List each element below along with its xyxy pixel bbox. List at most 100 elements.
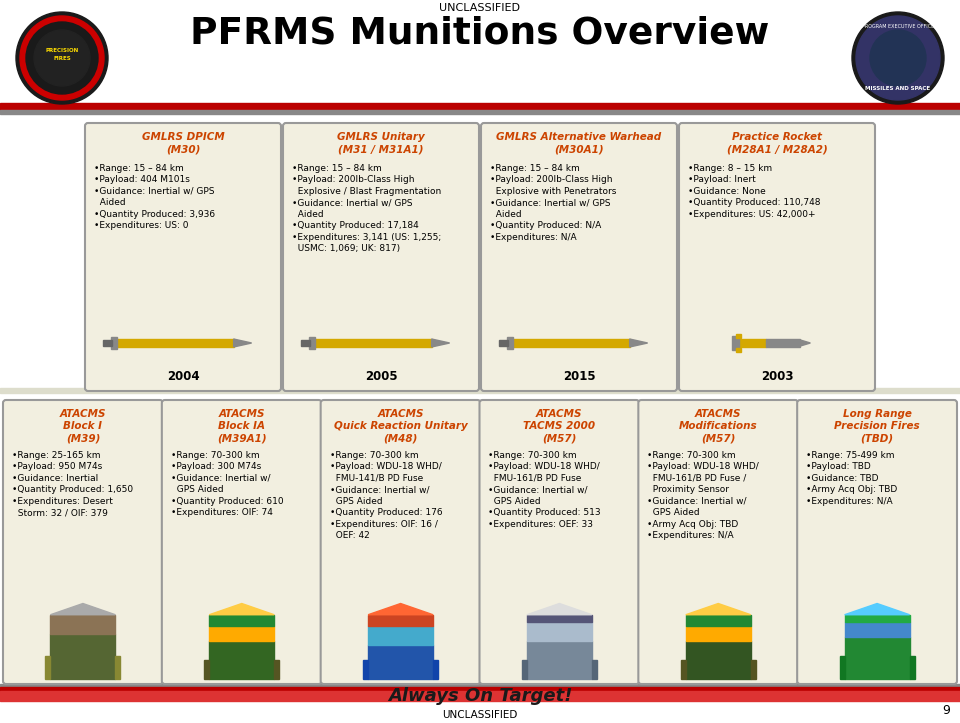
Text: •Range: 70-300 km
•Payload: WDU-18 WHD/
  FMU-161/B PD Fuse
•Guidance: Inertial : •Range: 70-300 km •Payload: WDU-18 WHD/ … (489, 451, 601, 529)
Polygon shape (432, 339, 449, 347)
Bar (45, 656, 51, 678)
Bar (0, 684, 960, 687)
Bar (0, 0, 960, 108)
Bar (522, 660, 527, 678)
FancyBboxPatch shape (3, 400, 163, 684)
Text: 2015: 2015 (563, 369, 595, 382)
Text: Long Range
Precision Fires
(TBD): Long Range Precision Fires (TBD) (834, 409, 920, 444)
Bar (275, 660, 279, 678)
Bar (732, 336, 739, 350)
Bar (309, 337, 315, 349)
Text: ATACMS
Modifications
(M57): ATACMS Modifications (M57) (679, 409, 757, 444)
Bar (315, 339, 432, 347)
Bar (845, 615, 909, 623)
Bar (527, 615, 592, 623)
Bar (368, 645, 433, 678)
Bar (117, 339, 233, 347)
Polygon shape (209, 604, 275, 615)
Text: PFRMS Munitions Overview: PFRMS Munitions Overview (190, 15, 770, 51)
Bar (527, 641, 592, 678)
Text: Practice Rocket
(M28A1 / M28A2): Practice Rocket (M28A1 / M28A2) (727, 132, 828, 155)
FancyBboxPatch shape (321, 400, 481, 684)
Text: •Range: 70-300 km
•Payload: WDU-18 WHD/
  FMU-141/B PD Fuse
•Guidance: Inertial : •Range: 70-300 km •Payload: WDU-18 WHD/ … (329, 451, 443, 540)
Bar (209, 641, 275, 678)
Text: FIRES: FIRES (53, 56, 71, 61)
Bar (368, 626, 433, 645)
Circle shape (26, 22, 98, 94)
FancyBboxPatch shape (479, 400, 639, 684)
Bar (204, 660, 209, 678)
Circle shape (856, 16, 940, 100)
Bar (0, 691, 960, 701)
Bar (0, 388, 960, 393)
Bar (845, 637, 909, 678)
FancyBboxPatch shape (85, 123, 281, 391)
Bar (909, 656, 915, 678)
FancyBboxPatch shape (283, 123, 479, 391)
Bar (840, 656, 845, 678)
Polygon shape (630, 339, 648, 347)
Polygon shape (368, 604, 433, 615)
Bar (368, 615, 433, 626)
FancyBboxPatch shape (162, 400, 322, 684)
FancyBboxPatch shape (797, 400, 957, 684)
FancyBboxPatch shape (679, 123, 875, 391)
Text: GMLRS DPICM
(M30): GMLRS DPICM (M30) (142, 132, 225, 155)
Text: •Range: 15 – 84 km
•Payload: 200lb-Class High
  Explosive with Penetrators
•Guid: •Range: 15 – 84 km •Payload: 200lb-Class… (490, 164, 616, 241)
Text: •Range: 8 – 15 km
•Payload: Inert
•Guidance: None
•Quantity Produced: 110,748
•E: •Range: 8 – 15 km •Payload: Inert •Guida… (688, 164, 821, 219)
Bar (685, 615, 751, 626)
Polygon shape (845, 604, 909, 615)
Bar (845, 623, 909, 637)
Circle shape (34, 30, 90, 86)
Bar (766, 339, 801, 347)
Text: 2005: 2005 (365, 369, 397, 382)
Bar (0, 103, 960, 110)
Bar (738, 339, 766, 347)
Bar (209, 615, 275, 626)
Text: •Range: 15 – 84 km
•Payload: 200lb-Class High
  Explosive / Blast Fragmentation
: •Range: 15 – 84 km •Payload: 200lb-Class… (292, 164, 442, 253)
Text: •Range: 15 – 84 km
•Payload: 404 M101s
•Guidance: Inertial w/ GPS
  Aided
•Quant: •Range: 15 – 84 km •Payload: 404 M101s •… (94, 164, 215, 230)
Bar (736, 334, 741, 338)
Polygon shape (527, 604, 592, 615)
Bar (527, 623, 592, 641)
Bar (103, 340, 111, 346)
Circle shape (20, 16, 104, 100)
FancyBboxPatch shape (481, 123, 677, 391)
Circle shape (852, 12, 944, 104)
Text: MISSILES AND SPACE: MISSILES AND SPACE (865, 85, 930, 90)
Bar (592, 660, 597, 678)
Bar (507, 337, 513, 349)
Circle shape (870, 30, 926, 86)
Text: UNCLASSIFIED: UNCLASSIFIED (443, 710, 517, 720)
Bar (0, 701, 960, 723)
Bar (363, 660, 368, 678)
Bar (433, 660, 438, 678)
Text: GMLRS Unitary
(M31 / M31A1): GMLRS Unitary (M31 / M31A1) (337, 132, 425, 155)
Bar (736, 348, 741, 352)
Bar (0, 687, 960, 691)
Polygon shape (51, 604, 115, 615)
Bar (751, 660, 756, 678)
Text: ATACMS
Quick Reaction Unitary
(M48): ATACMS Quick Reaction Unitary (M48) (334, 409, 468, 444)
Bar (685, 626, 751, 641)
Text: •Range: 70-300 km
•Payload: 300 M74s
•Guidance: Inertial w/
  GPS Aided
•Quantit: •Range: 70-300 km •Payload: 300 M74s •Gu… (171, 451, 283, 517)
Bar (209, 626, 275, 641)
Bar (685, 641, 751, 678)
Text: ATACMS
TACMS 2000
(M57): ATACMS TACMS 2000 (M57) (523, 409, 595, 444)
Bar (110, 337, 117, 349)
Polygon shape (233, 339, 252, 347)
Polygon shape (801, 340, 810, 346)
Bar (300, 340, 310, 346)
Text: Always On Target!: Always On Target! (388, 687, 572, 705)
Text: ATACMS
Block I
(M39): ATACMS Block I (M39) (60, 409, 107, 444)
Text: UNCLASSIFIED: UNCLASSIFIED (440, 3, 520, 13)
Text: ATACMS
Block IA
(M39A1): ATACMS Block IA (M39A1) (217, 409, 267, 444)
Bar (681, 660, 685, 678)
Polygon shape (685, 604, 751, 615)
Text: •Range: 70-300 km
•Payload: WDU-18 WHD/
  FMU-161/B PD Fuse /
  Proximity Sensor: •Range: 70-300 km •Payload: WDU-18 WHD/ … (647, 451, 759, 540)
Text: 2003: 2003 (760, 369, 793, 382)
Bar (115, 656, 120, 678)
Text: PROGRAM EXECUTIVE OFFICE: PROGRAM EXECUTIVE OFFICE (862, 24, 934, 28)
Text: 2004: 2004 (167, 369, 200, 382)
Text: •Range: 75-499 km
•Payload: TBD
•Guidance: TBD
•Army Acq Obj: TBD
•Expenditures:: •Range: 75-499 km •Payload: TBD •Guidanc… (806, 451, 898, 506)
